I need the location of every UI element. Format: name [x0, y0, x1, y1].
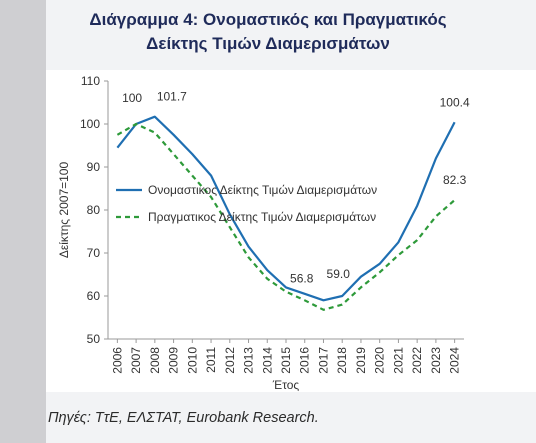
x-tick-label: 2008: [148, 347, 162, 374]
chart-title: Διάγραμμα 4: Ονομαστικός και Πραγματικός…: [0, 8, 536, 56]
x-tick-label: 2009: [167, 347, 181, 374]
x-tick-label: 2011: [204, 347, 218, 373]
line-chart: 50 60 70 80 90 100 110 2006 2007 2008 2009 2010 2011…: [57, 74, 470, 392]
x-tick-label: 2018: [335, 347, 349, 374]
x-tick-label: 2024: [448, 347, 462, 374]
source-note: Πηγές: ΤτΕ, ΕΛΣΤΑΤ, Eurobank Research.: [48, 410, 319, 426]
x-tick-label: 2020: [373, 347, 387, 374]
y-tick-label: 50: [87, 332, 101, 346]
x-tick-label: 2016: [298, 347, 312, 374]
chart-title-line2: Δείκτης Τιμών Διαμερισμάτων: [146, 34, 390, 53]
y-tick-label: 80: [87, 203, 101, 217]
data-label: 101.7: [157, 90, 187, 104]
chart-title-line1: Διάγραμμα 4: Ονομαστικός και Πραγματικός: [89, 10, 447, 29]
x-tick-label: 2007: [129, 347, 143, 374]
x-tick-label: 2022: [410, 347, 424, 374]
x-tick-label: 2017: [316, 347, 330, 374]
left-side-band: [0, 0, 46, 443]
legend-label-real: Πραγματικος Δείκτης Τιμών Διαμερισμάτων: [148, 210, 376, 224]
data-label: 100: [122, 91, 142, 105]
x-tick-label: 2006: [110, 347, 124, 374]
x-tick-label: 2012: [223, 347, 237, 374]
x-tick-label: 2010: [185, 347, 199, 374]
x-tick-label: 2023: [429, 347, 443, 374]
legend-label-nominal: Ονομαστικος Δείκτης Τιμών Διαμερισμάτων: [148, 183, 377, 197]
x-tick-label: 2015: [279, 347, 293, 374]
x-axis-title: Έτος: [272, 378, 300, 392]
y-tick-label: 110: [81, 74, 100, 88]
data-label: 100.4: [440, 95, 470, 109]
x-tick-label: 2021: [391, 347, 405, 374]
data-label: 82.3: [443, 173, 467, 187]
y-tick-label: 70: [87, 246, 101, 260]
y-tick-label: 100: [80, 117, 100, 131]
x-tick-label: 2013: [242, 347, 256, 374]
y-tick-label: 60: [87, 289, 101, 303]
x-tick-label: 2014: [260, 347, 274, 374]
data-label: 59.0: [327, 267, 351, 281]
x-tick-label: 2019: [354, 347, 368, 374]
data-label: 56.8: [290, 271, 314, 285]
y-axis-title: Δείκτης 2007=100: [57, 162, 71, 259]
nominal-index-line: [116, 115, 456, 302]
y-tick-label: 90: [87, 160, 101, 174]
